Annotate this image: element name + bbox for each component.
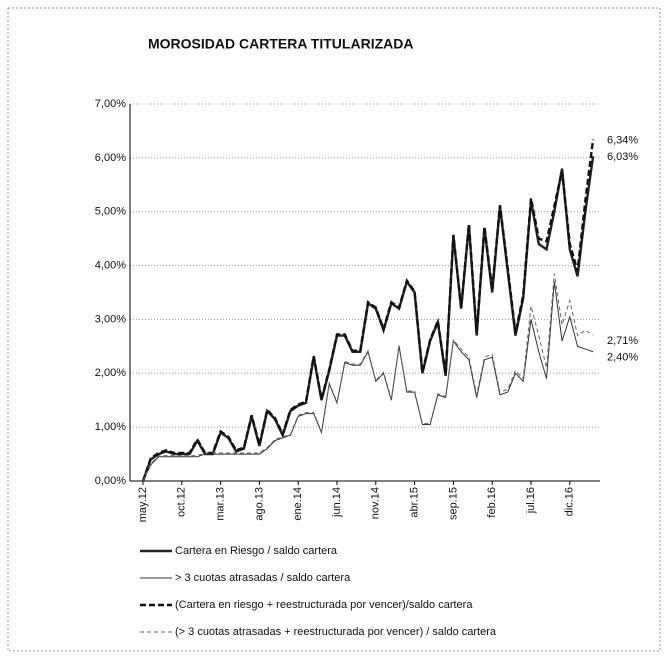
x-tick-label: sep.15 <box>447 487 459 520</box>
y-tick-label: 3,00% <box>95 313 126 325</box>
x-tick-label: dic.16 <box>564 487 576 516</box>
x-tick-label: jul.16 <box>525 487 537 514</box>
y-tick-label: 2,00% <box>95 367 126 379</box>
end-label: 6,03% <box>607 151 638 163</box>
x-tick-label: ago.13 <box>253 487 265 521</box>
x-tick-label: abr.15 <box>409 487 421 518</box>
x-tick-label: nov.14 <box>370 487 382 519</box>
x-tick-label: oct.12 <box>176 487 188 517</box>
y-tick-label: 1,00% <box>95 421 126 433</box>
y-tick-label: 7,00% <box>95 98 126 110</box>
series-line <box>142 273 594 482</box>
legend-label: > 3 cuotas atrasadas / saldo cartera <box>175 572 351 584</box>
x-tick-label: mar.13 <box>215 487 227 521</box>
legend-label: Cartera en Riesgo / saldo cartera <box>175 545 338 557</box>
x-tick-label: may.12 <box>137 487 149 522</box>
x-tick-label: ene.14 <box>292 487 304 521</box>
y-tick-label: 5,00% <box>95 206 126 218</box>
series-line <box>142 281 594 482</box>
x-tick-label: jun.14 <box>331 487 343 518</box>
series-line <box>141 139 595 482</box>
y-tick-label: 0,00% <box>95 475 126 487</box>
end-label: 2,40% <box>607 352 638 364</box>
series-line <box>141 156 595 482</box>
y-tick-label: 4,00% <box>95 259 126 271</box>
y-tick-label: 6,00% <box>95 152 126 164</box>
legend-label: (> 3 cuotas atrasadas + reestructurada p… <box>175 626 497 638</box>
frame <box>7 7 661 652</box>
end-label: 2,71% <box>607 335 638 347</box>
end-label: 6,34% <box>607 134 638 146</box>
chart-title: MOROSIDAD CARTERA TITULARIZADA <box>148 36 413 52</box>
x-tick-label: feb.16 <box>486 487 498 518</box>
legend-label: (Cartera en riesgo + reestructurada por … <box>175 599 473 611</box>
